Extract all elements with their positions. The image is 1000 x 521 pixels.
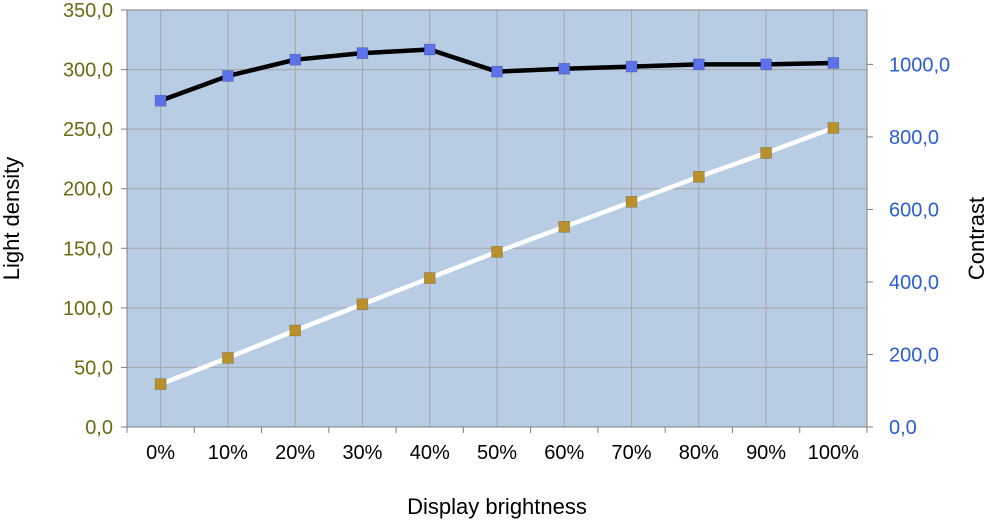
contrast-point [625, 60, 638, 73]
light-density-point [558, 221, 571, 233]
right-tick-label: 1000,0 [889, 54, 950, 76]
left-tick-label: 100,0 [63, 298, 113, 320]
contrast-point [760, 58, 772, 71]
x-tick-label: 30% [342, 442, 382, 464]
contrast-point [558, 62, 571, 75]
x-tick-label: 100% [808, 442, 859, 464]
light-density-point [423, 272, 436, 284]
left-y-axis-title: Light density [0, 157, 24, 281]
light-density-point [693, 171, 705, 183]
x-axis-title: Display brightness [407, 494, 587, 519]
left-tick-label: 0,0 [85, 417, 113, 439]
plot-border [126, 9, 868, 428]
contrast-point [289, 53, 301, 66]
contrast-point [154, 94, 167, 107]
contrast-point [827, 57, 840, 69]
contrast-point [423, 43, 436, 56]
light-density-point [760, 147, 772, 159]
right-tick-label: 0,0 [889, 417, 917, 439]
contrast-point [693, 58, 705, 71]
x-tick-label: 40% [410, 442, 450, 464]
right-y-axis-title: Contrast [964, 197, 989, 280]
series-group [154, 43, 840, 390]
right-tick-label: 400,0 [889, 272, 939, 294]
light-density-point [222, 352, 234, 364]
x-tick-label: 90% [746, 442, 786, 464]
left-tick-label: 150,0 [63, 238, 113, 260]
light-density-series [154, 122, 840, 390]
tick-labels: 0,0 50,0 100,0 150,0 200,0 250,0 300,0 350,0 0,0… [63, 0, 950, 464]
light-density-point [625, 196, 638, 208]
contrast-point [491, 65, 503, 78]
left-tick-label: 50,0 [74, 357, 113, 379]
right-tick-label: 600,0 [889, 199, 939, 221]
light-density-point [491, 246, 503, 258]
light-density-point [289, 324, 301, 337]
left-tick-label: 350,0 [63, 0, 113, 22]
contrast-point [356, 47, 369, 59]
light-density-point [154, 378, 167, 390]
x-tick-label: 20% [275, 442, 315, 464]
x-tick-label: 0% [146, 442, 175, 464]
x-tick-label: 50% [477, 442, 517, 464]
light-density-point [356, 298, 369, 311]
contrast-point [222, 70, 234, 82]
left-tick-label: 250,0 [63, 119, 113, 141]
x-tick-label: 60% [544, 442, 584, 464]
contrast-series [154, 43, 840, 107]
left-tick-label: 200,0 [63, 179, 113, 201]
right-tick-label: 800,0 [889, 127, 939, 149]
light-density-point [827, 122, 840, 134]
x-tick-label: 10% [208, 442, 248, 464]
right-tick-label: 200,0 [889, 344, 939, 366]
left-tick-label: 300,0 [63, 60, 113, 82]
x-tick-label: 70% [612, 442, 652, 464]
x-tick-label: 80% [679, 442, 719, 464]
axes [121, 9, 873, 433]
